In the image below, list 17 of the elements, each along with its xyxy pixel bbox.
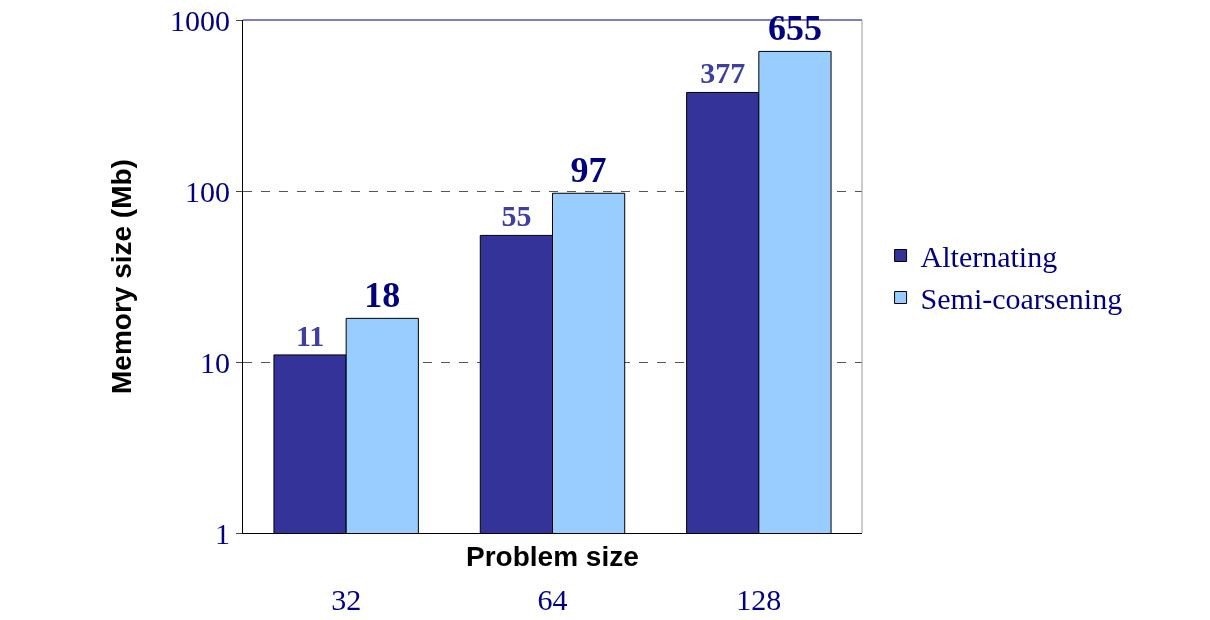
legend-label: Semi-coarsening	[920, 282, 1123, 316]
legend-label: Alternating	[920, 240, 1058, 274]
y-axis-title: Memory size (Mb)	[105, 159, 137, 394]
data-label: 55	[501, 199, 532, 233]
x-tick-label: 64	[537, 583, 568, 616]
x-tick-label: 32	[331, 583, 362, 616]
y-tick-label: 1000	[170, 3, 230, 37]
data-label: 97	[570, 150, 607, 191]
y-tick-label: 1	[215, 516, 230, 550]
y-tick-label: 100	[185, 174, 230, 208]
data-label: 655	[767, 8, 822, 49]
data-label: 377	[700, 56, 746, 90]
x-axis-title: Problem size	[466, 541, 639, 572]
x-tick-label: 128	[736, 583, 782, 616]
data-label: 18	[364, 275, 401, 316]
data-label: 11	[295, 318, 325, 352]
y-tick-label: 10	[200, 345, 230, 379]
